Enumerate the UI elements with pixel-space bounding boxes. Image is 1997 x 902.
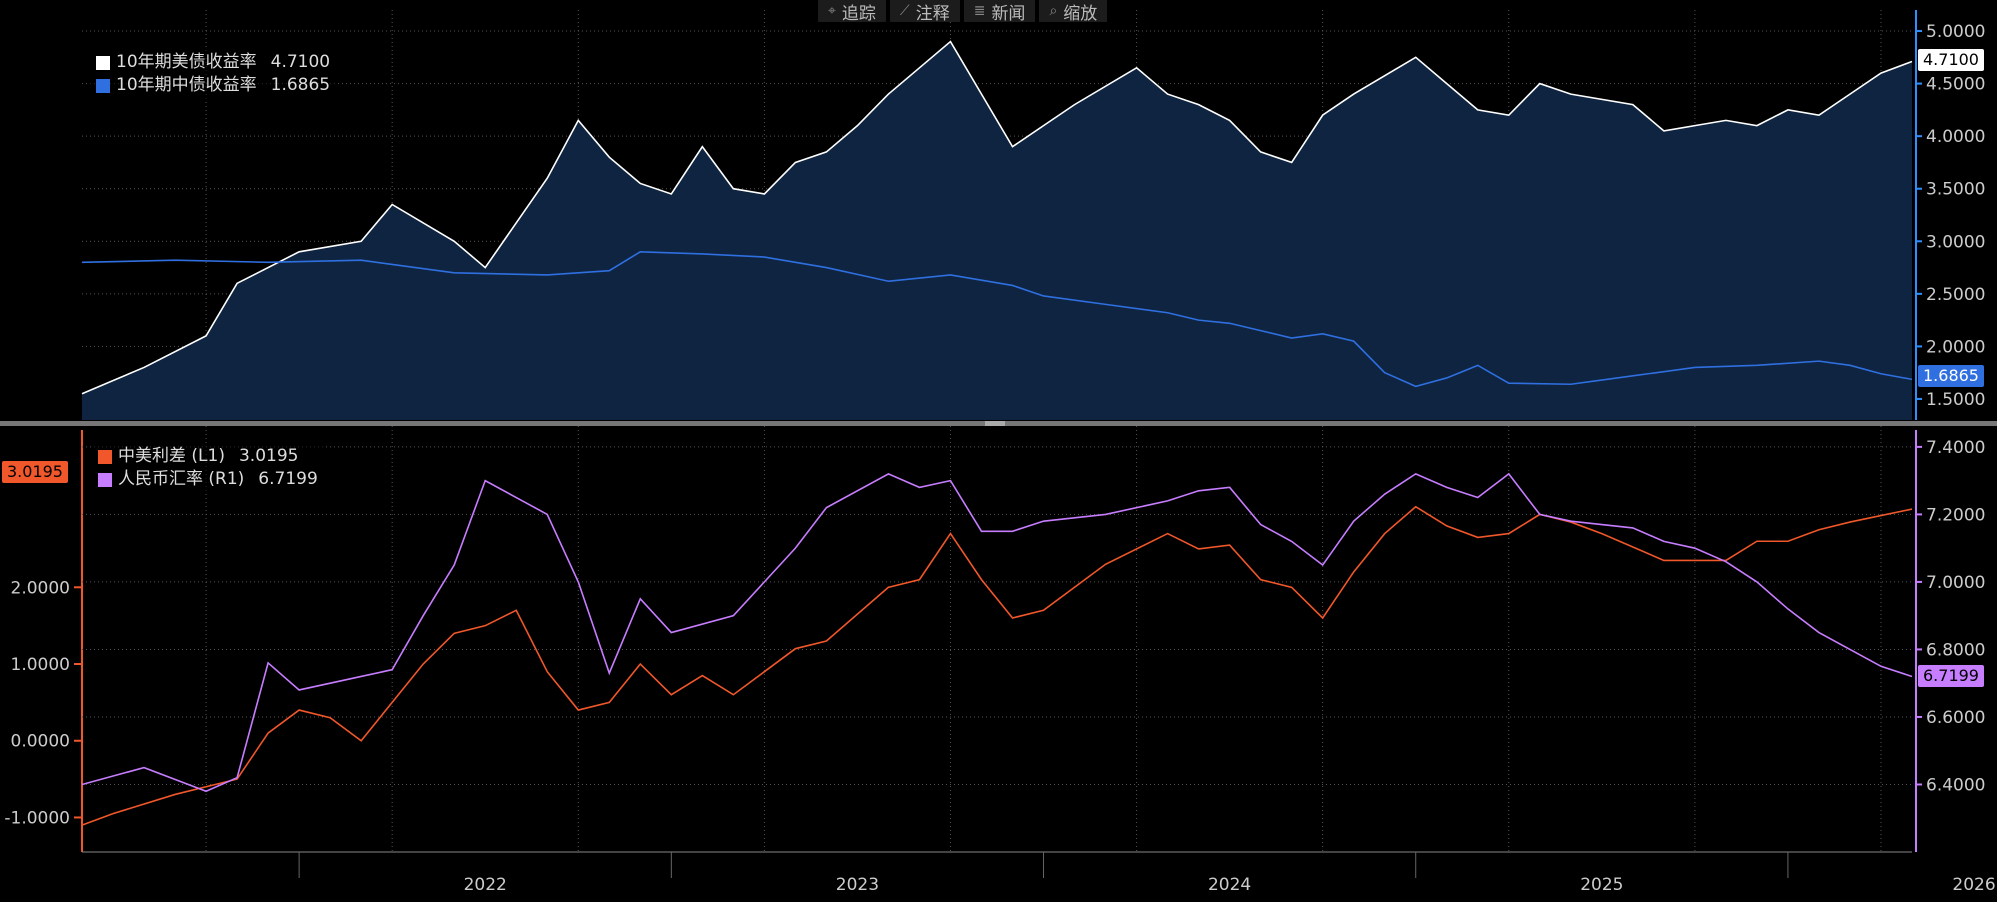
legend-swatch	[96, 55, 110, 70]
zoom-button[interactable]: ⌕ 缩放	[1039, 0, 1108, 24]
legend-series-value: 4.7100	[270, 52, 331, 72]
top-y-tick-label: 4.0000	[1926, 127, 1985, 147]
chart-toolbar: ⌖ 追踪 ⟋ 注释 ≣ 新闻 ⌕ 缩放	[818, 0, 1108, 24]
x-tick-label: 2024	[1208, 875, 1251, 895]
right-y-tick-label: 7.0000	[1926, 573, 1985, 593]
annotate-label: 注释	[915, 3, 950, 24]
x-tick-label: 2026	[1952, 875, 1995, 895]
right-y-tick-label: 6.8000	[1926, 640, 1985, 660]
legend-cnyusd[interactable]: 人民币汇率 (R1) 6.7199	[98, 468, 318, 491]
x-tick-label: 2025	[1580, 875, 1623, 895]
legend-series-name: 10年期中债收益率	[116, 75, 257, 95]
x-tick-label: 2022	[464, 875, 507, 895]
legend-series-name: 中美利差 (L1)	[118, 446, 225, 466]
top-y-tick-label: 3.5000	[1926, 180, 1985, 200]
top-legend: 10年期美债收益率 4.7100 10年期中债收益率 1.6865	[90, 49, 337, 99]
top-y-tick-label: 1.5000	[1926, 390, 1985, 410]
cnyusd-last-value-tag: 6.7199	[1918, 665, 1984, 687]
left-y-tick-label: 0.0000	[11, 732, 70, 752]
right-y-tick-label: 7.4000	[1926, 438, 1985, 458]
cn10y-line	[81, 250, 1913, 388]
bottom-legend: 中美利差 (L1) 3.0195 人民币汇率 (R1) 6.7199	[92, 443, 324, 493]
track-button[interactable]: ⌖ 追踪	[818, 0, 886, 24]
news-icon: ≣	[973, 3, 986, 19]
search-icon: ⌕	[1049, 3, 1058, 19]
legend-series-name: 10年期美债收益率	[116, 52, 257, 72]
legend-cn10y[interactable]: 10年期中债收益率 1.6865	[96, 74, 330, 97]
legend-swatch	[96, 78, 110, 93]
track-label: 追踪	[841, 3, 876, 24]
top-y-tick-label: 5.0000	[1926, 22, 1985, 42]
top-y-tick-label: 2.0000	[1926, 337, 1985, 357]
legend-spread[interactable]: 中美利差 (L1) 3.0195	[98, 445, 318, 468]
legend-series-value: 3.0195	[238, 446, 299, 466]
right-y-tick-label: 6.4000	[1926, 775, 1985, 795]
legend-series-value: 1.6865	[270, 75, 331, 95]
crosshair-icon: ⌖	[828, 3, 836, 19]
cnyusd-line	[81, 472, 1913, 793]
news-label: 新闻	[991, 3, 1026, 24]
top-y-tick-label: 4.5000	[1926, 75, 1985, 95]
legend-us10y[interactable]: 10年期美债收益率 4.7100	[96, 51, 330, 74]
us10y-line	[81, 40, 1913, 395]
right-y-tick-label: 7.2000	[1926, 505, 1985, 525]
top-y-tick-label: 3.0000	[1926, 232, 1985, 252]
spread-last-value-tag: 3.0195	[2, 461, 68, 483]
legend-swatch	[98, 449, 112, 464]
spread-line	[81, 505, 1913, 826]
zoom-label: 缩放	[1063, 3, 1098, 24]
us10y-area	[82, 41, 1912, 420]
legend-swatch	[98, 472, 112, 487]
news-button[interactable]: ≣ 新闻	[963, 0, 1036, 24]
legend-series-value: 6.7199	[258, 469, 318, 489]
left-y-tick-label: 2.0000	[11, 578, 70, 598]
left-y-tick-label: 1.0000	[11, 655, 70, 675]
x-tick-label: 2023	[836, 875, 879, 895]
right-y-tick-label: 6.6000	[1926, 708, 1985, 728]
top-y-tick-label: 2.5000	[1926, 285, 1985, 305]
left-y-tick-label: -1.0000	[4, 808, 70, 828]
panel-resize-handle	[985, 421, 1005, 426]
us10y-last-value-tag: 4.7100	[1918, 49, 1984, 71]
cn10y-last-value-tag: 1.6865	[1918, 365, 1984, 387]
legend-series-name: 人民币汇率 (R1)	[118, 469, 245, 489]
annotate-button[interactable]: ⟋ 注释	[889, 0, 960, 24]
pencil-icon: ⟋	[899, 3, 910, 19]
